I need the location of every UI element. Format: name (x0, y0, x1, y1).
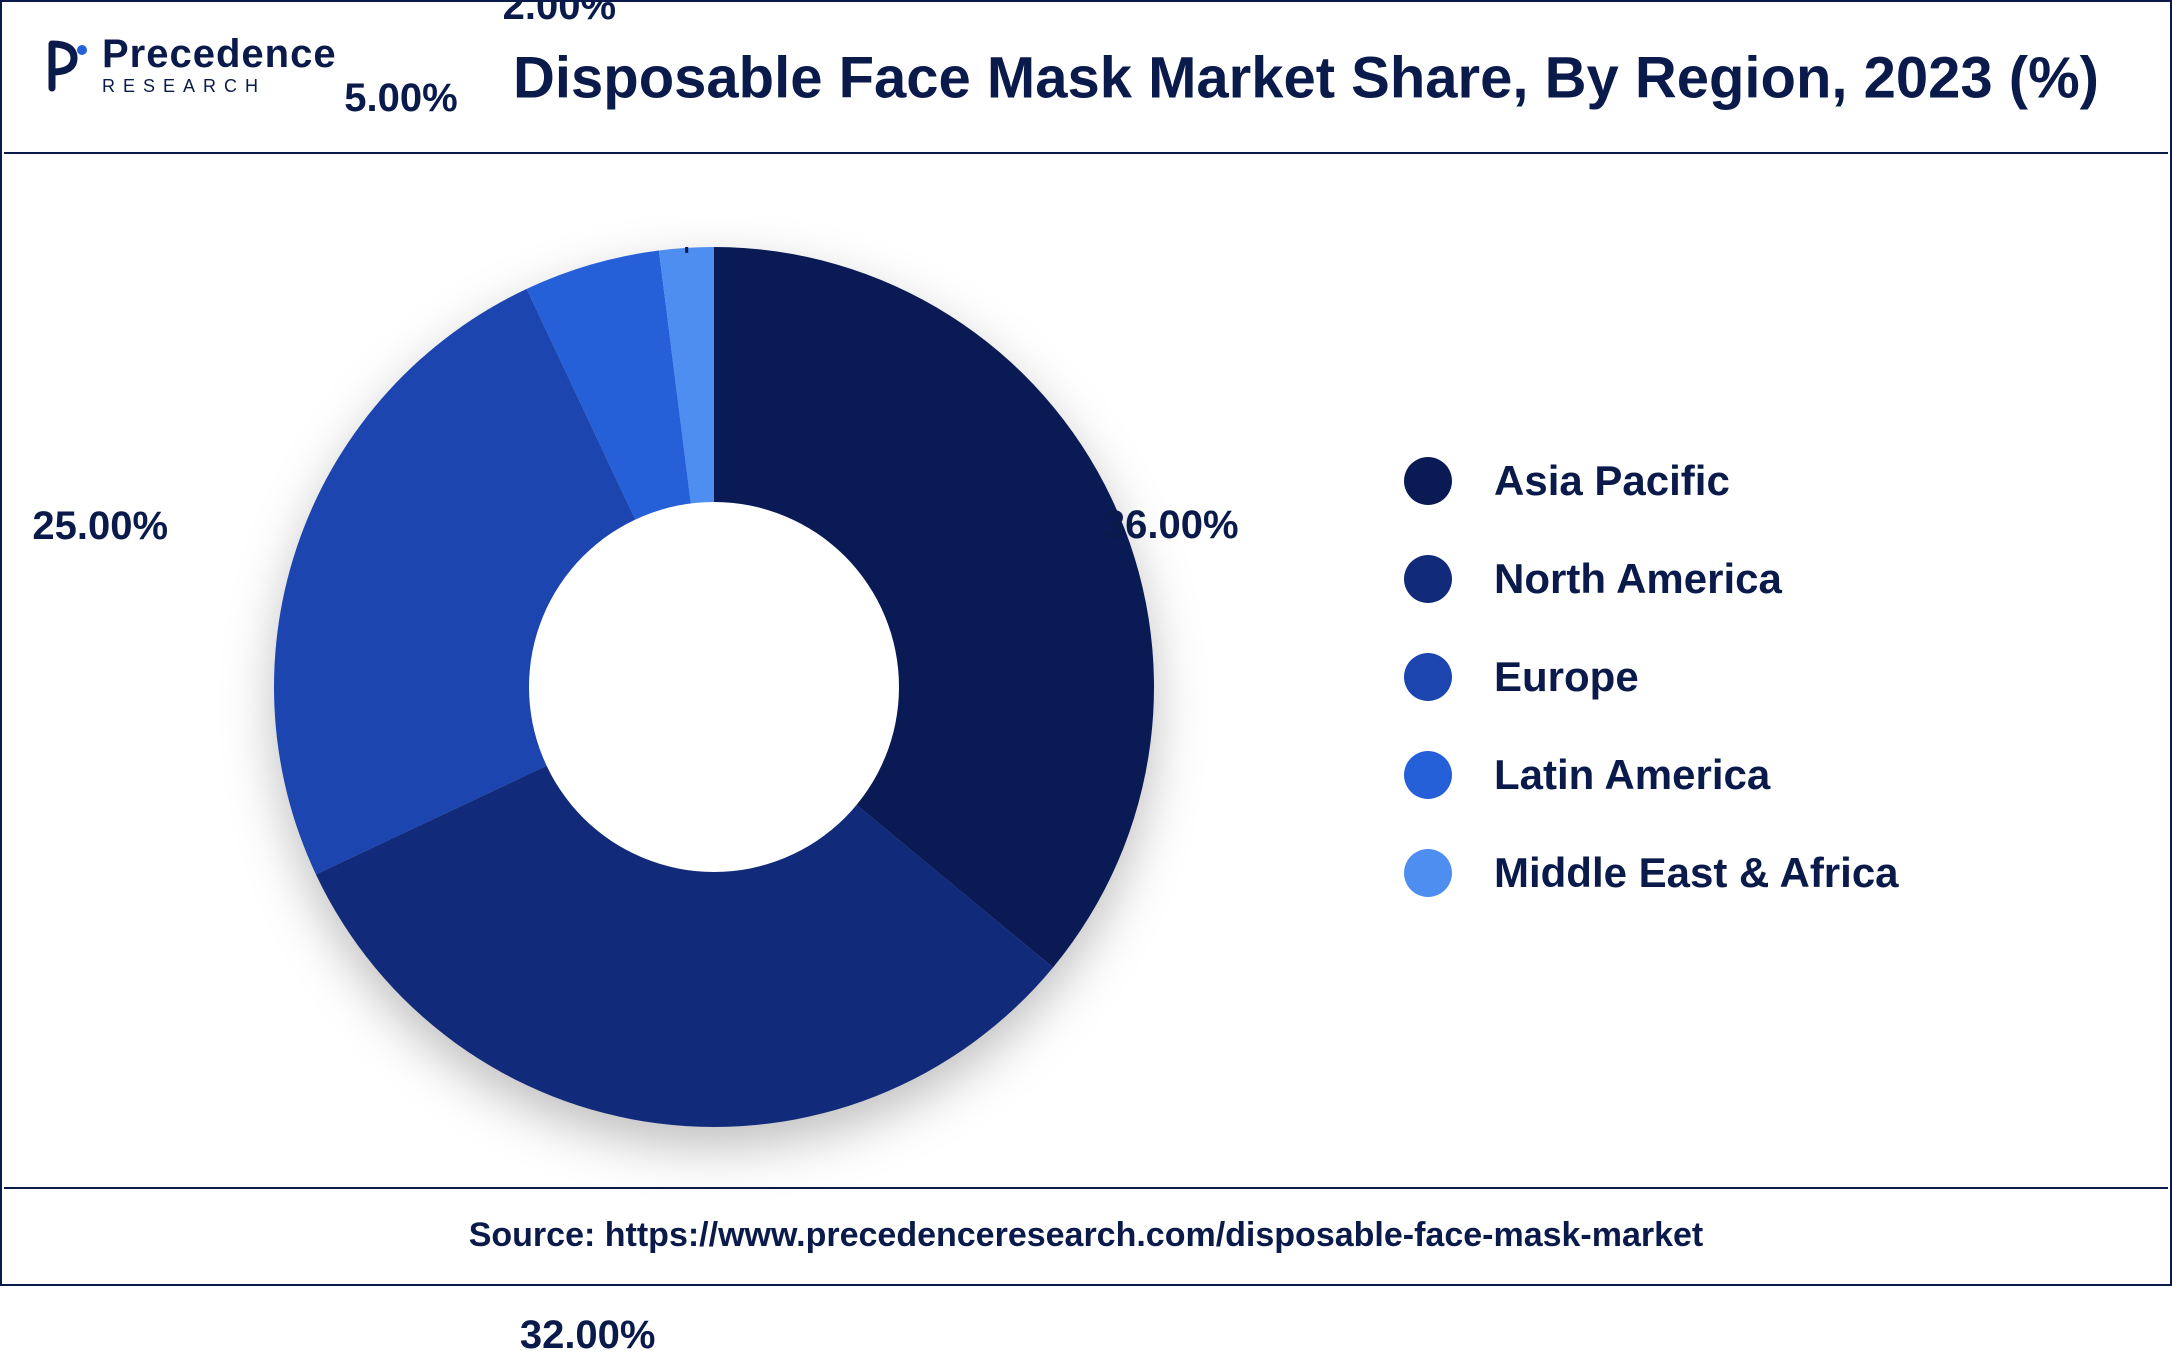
legend-label: Latin America (1494, 751, 1770, 799)
legend-label: Middle East & Africa (1494, 849, 1899, 897)
donut-chart (274, 247, 1154, 1127)
slice-value-label: 25.00% (32, 504, 168, 549)
source-url: https://www.precedenceresearch.com/dispo… (605, 1216, 1704, 1254)
legend-item: Middle East & Africa (1404, 849, 1899, 897)
legend-item: North America (1404, 555, 1899, 603)
legend-item: Latin America (1404, 751, 1899, 799)
slice-value-label: 32.00% (520, 1313, 656, 1358)
legend-marker (1404, 751, 1452, 799)
slice-value-label: 36.00% (1103, 503, 1239, 548)
source-bar: Source: https://www.precedenceresearch.c… (4, 1187, 2168, 1282)
legend-label: North America (1494, 555, 1782, 603)
header-bar: Precedence RESEARCH Disposable Face Mask… (4, 4, 2168, 154)
legend-item: Europe (1404, 653, 1899, 701)
legend: Asia Pacific North America Europe Latin Ame… (1404, 457, 1899, 947)
legend-item: Asia Pacific (1404, 457, 1899, 505)
legend-marker (1404, 849, 1452, 897)
legend-marker (1404, 653, 1452, 701)
legend-marker (1404, 555, 1452, 603)
source-prefix: Source: (469, 1216, 605, 1254)
logo-text-block: Precedence RESEARCH (102, 34, 337, 97)
logo-icon (44, 36, 94, 96)
chart-title: Disposable Face Mask Market Share, By Re… (484, 45, 2128, 112)
legend-marker (1404, 457, 1452, 505)
chart-frame: Precedence RESEARCH Disposable Face Mask… (0, 0, 2172, 1286)
logo: Precedence RESEARCH (44, 34, 337, 97)
slice-value-label: 2.00% (503, 0, 616, 29)
donut-svg (274, 247, 1154, 1127)
chart-area: 36.00%32.00%25.00%5.00%2.00% Asia Pacifi… (4, 157, 2168, 1174)
source-text: Source: https://www.precedenceresearch.c… (469, 1216, 1704, 1255)
slice-value-label: 5.00% (344, 76, 457, 121)
legend-label: Asia Pacific (1494, 457, 1730, 505)
logo-brand: Precedence (102, 34, 337, 74)
legend-label: Europe (1494, 653, 1639, 701)
logo-subtitle: RESEARCH (102, 76, 337, 97)
